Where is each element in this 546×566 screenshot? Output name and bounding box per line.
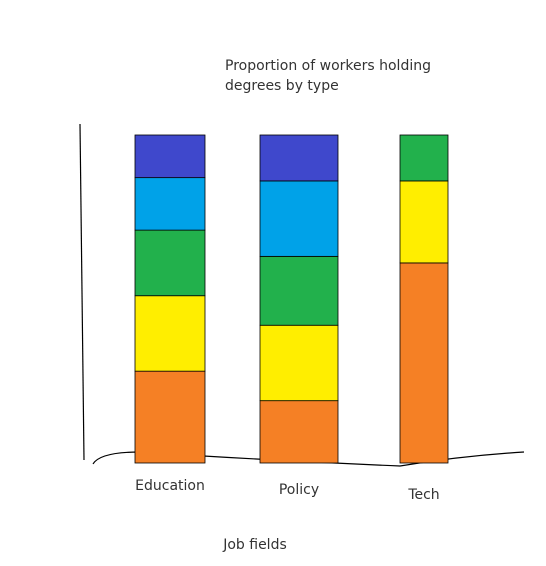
y-axis	[79, 123, 85, 461]
bar-segment	[134, 229, 206, 297]
x-tick-label: Education	[135, 478, 205, 494]
bar-segment	[399, 134, 449, 182]
chart-title: Proportion of workers holding degrees by…	[225, 58, 431, 94]
bar-segment	[259, 180, 339, 257]
bar-segment	[259, 134, 339, 182]
x-tick-label: Policy	[279, 482, 319, 498]
bar-segment	[399, 180, 449, 264]
bar-segment	[259, 255, 339, 326]
x-axis-label: Job fields	[222, 537, 287, 553]
bar-segment	[399, 262, 449, 464]
bar-segment	[134, 177, 206, 231]
bar-segment	[134, 370, 206, 464]
bar-segment	[259, 400, 339, 464]
bar-segment	[134, 134, 206, 179]
bar-segment	[259, 324, 339, 402]
x-tick-label: Tech	[407, 487, 439, 503]
bar-segment	[134, 295, 206, 372]
